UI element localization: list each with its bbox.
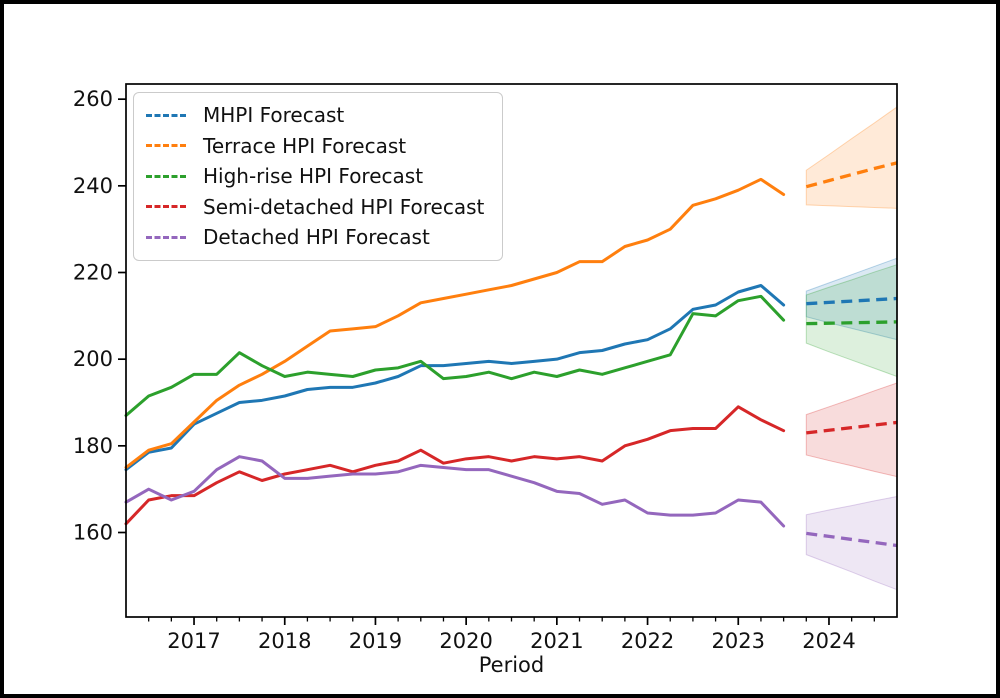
mhpi-dash-swatch <box>146 113 186 117</box>
x-axis-title: Period <box>478 653 545 677</box>
confidence-band-terrace <box>805 106 898 209</box>
y-axis-tick-label: 160 <box>73 521 113 545</box>
history-line-high-rise <box>124 294 786 417</box>
y-axis-tick-label: 180 <box>73 434 113 458</box>
legend-item-detached-hpi: Detached HPI Forecast <box>146 222 484 253</box>
x-axis-tick-label: 2022 <box>621 629 674 653</box>
forecast-line-terrace <box>805 161 898 189</box>
x-axis-tick-label: 2024 <box>802 629 855 653</box>
high-rise-dash-swatch <box>146 174 186 178</box>
x-axis-tick-label: 2017 <box>167 629 220 653</box>
history-line-detached <box>124 455 786 528</box>
forecast-line-high-rise <box>806 320 898 326</box>
x-axis-tick-label: 2019 <box>349 629 402 653</box>
x-axis-tick-label: 2020 <box>439 629 492 653</box>
x-axis-tick-label: 2023 <box>712 629 765 653</box>
forecast-line-detached <box>806 531 898 548</box>
legend: MHPI Forecast Terrace HPI Forecast High-… <box>133 92 504 261</box>
legend-label-detached-hpi: Detached HPI Forecast <box>203 225 430 250</box>
detached-dash-swatch <box>146 235 186 239</box>
terrace-dash-swatch <box>146 144 186 148</box>
legend-label-terrace-hpi: Terrace HPI Forecast <box>203 133 407 158</box>
legend-item-terrace-hpi: Terrace HPI Forecast <box>146 131 484 162</box>
forecast-line-mhpi <box>806 296 898 306</box>
legend-item-high-rise-hpi: High-rise HPI Forecast <box>146 161 484 192</box>
x-axis-tick-label: 2018 <box>258 629 311 653</box>
y-axis-tick-label: 220 <box>73 261 113 285</box>
y-axis-tick-label: 200 <box>73 347 113 371</box>
history-line-semi-detached <box>124 405 786 526</box>
legend-item-mhpi: MHPI Forecast <box>146 100 484 131</box>
legend-label-mhpi: MHPI Forecast <box>203 103 345 128</box>
history-line-terrace <box>124 177 786 469</box>
semi-detached-dash-swatch <box>146 205 186 209</box>
legend-item-semi-detached-hpi: Semi-detached HPI Forecast <box>146 192 484 223</box>
x-axis-tick-label: 2021 <box>530 629 583 653</box>
forecast-line-semi-detached <box>806 420 898 435</box>
y-axis-tick-label: 240 <box>73 174 113 198</box>
legend-label-high-rise-hpi: High-rise HPI Forecast <box>203 164 424 189</box>
legend-label-semi-detached-hpi: Semi-detached HPI Forecast <box>203 194 485 219</box>
confidence-band-semi-detached <box>805 382 898 478</box>
y-axis-tick-label: 260 <box>73 87 113 111</box>
history-line-mhpi <box>124 284 786 472</box>
